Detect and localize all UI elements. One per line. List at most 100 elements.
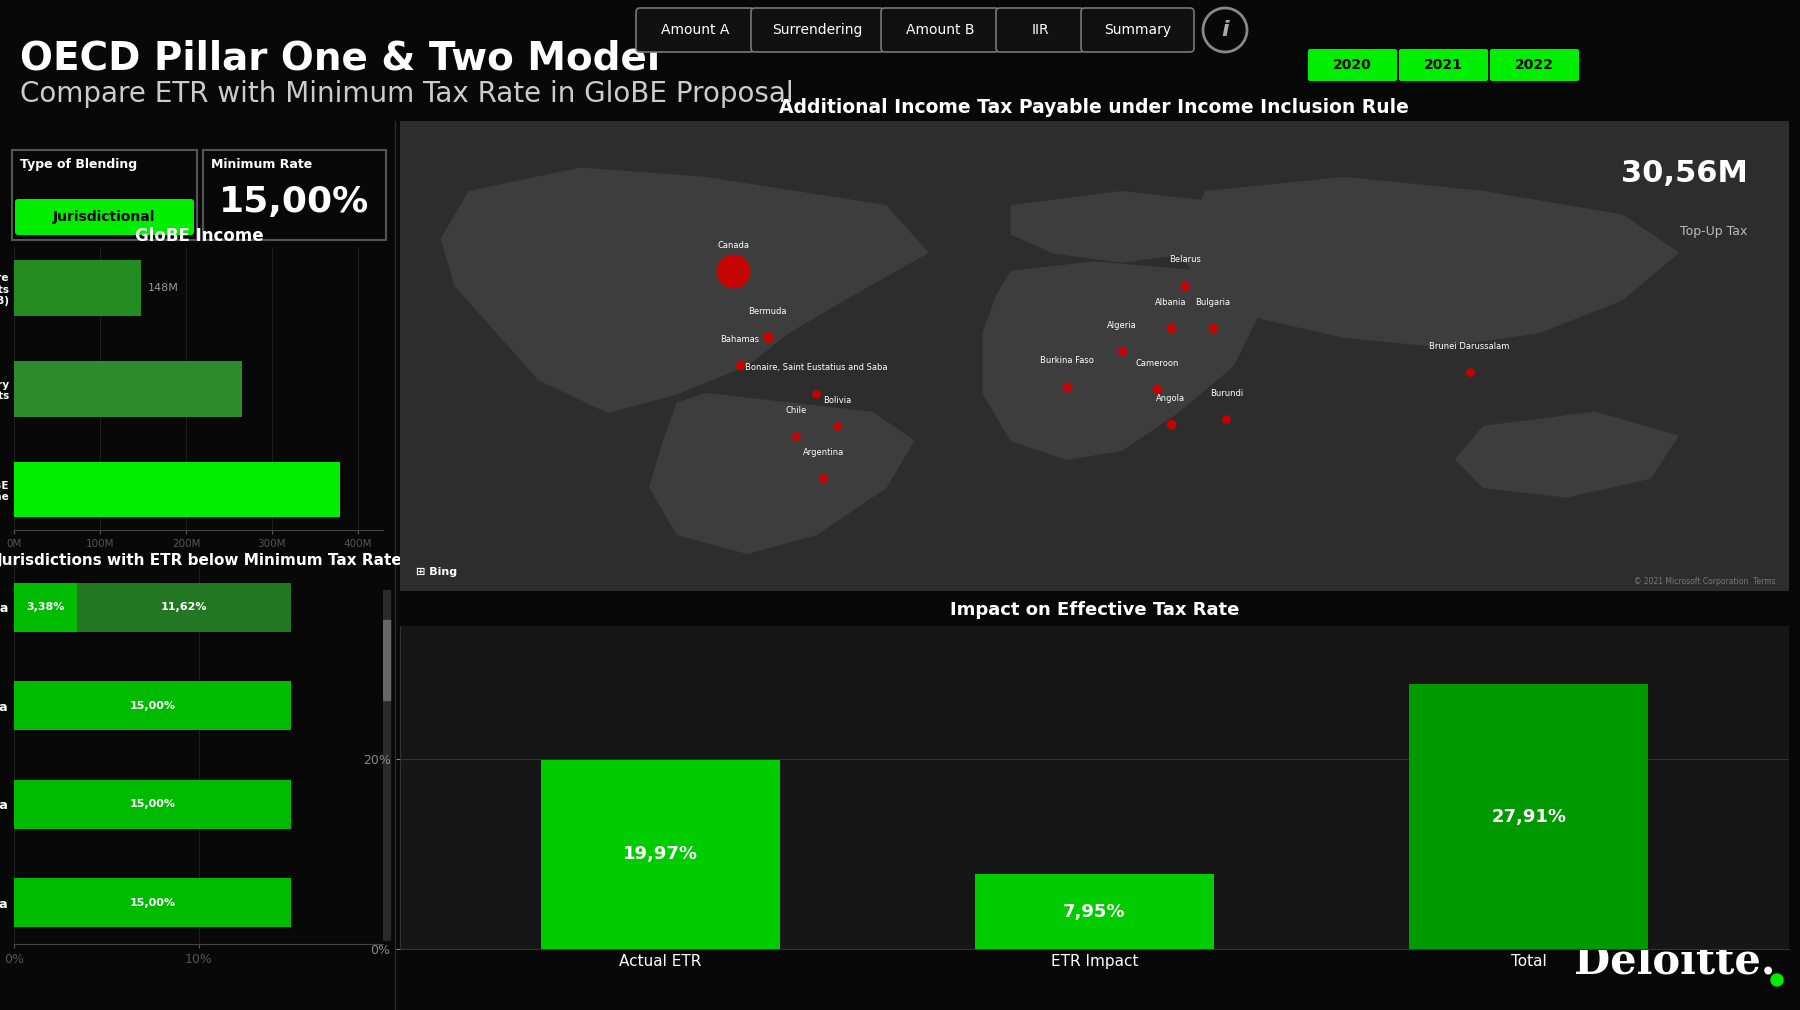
- Bar: [203, 150, 385, 240]
- Point: [823, 418, 851, 434]
- Bar: [383, 620, 391, 700]
- Title: Impact on Effective Tax Rate: Impact on Effective Tax Rate: [950, 601, 1238, 619]
- Text: 11,62%: 11,62%: [160, 602, 207, 612]
- Text: © 2021 Microsoft Corporation  Terms: © 2021 Microsoft Corporation Terms: [1634, 577, 1775, 586]
- Text: Delta ETR to Minimum Rate: Delta ETR to Minimum Rate: [122, 574, 295, 587]
- Bar: [14, 878, 292, 927]
- Text: 148M: 148M: [148, 283, 180, 293]
- Text: Albania: Albania: [1156, 298, 1186, 307]
- Point: [1143, 381, 1172, 397]
- Bar: [383, 590, 391, 940]
- Polygon shape: [441, 168, 927, 412]
- Text: 7,95%: 7,95%: [1064, 903, 1125, 920]
- Text: Chile: Chile: [785, 406, 806, 415]
- Bar: [14, 462, 340, 517]
- Point: [781, 428, 810, 444]
- Title: GloBE Income: GloBE Income: [135, 226, 263, 244]
- Text: Amount A: Amount A: [661, 23, 729, 37]
- Bar: [1409, 684, 1649, 949]
- Point: [725, 358, 754, 374]
- Text: 27,91%: 27,91%: [1490, 808, 1566, 826]
- Text: Burundi: Burundi: [1210, 389, 1244, 398]
- Bar: [14, 583, 77, 632]
- Bar: [976, 874, 1213, 949]
- Polygon shape: [983, 263, 1262, 460]
- Text: 2022: 2022: [1516, 58, 1553, 72]
- Point: [1199, 320, 1228, 336]
- Bar: [14, 261, 142, 316]
- Point: [1107, 343, 1136, 360]
- Text: 3,38%: 3,38%: [27, 602, 65, 612]
- Polygon shape: [1012, 192, 1233, 263]
- Text: ⊞ Bing: ⊞ Bing: [416, 567, 457, 577]
- Text: Brunei Darussalam: Brunei Darussalam: [1429, 342, 1510, 351]
- Text: Top-Up Tax: Top-Up Tax: [1679, 224, 1748, 237]
- Text: Algeria: Algeria: [1107, 321, 1138, 330]
- Bar: [13, 150, 196, 240]
- Point: [808, 470, 837, 486]
- Text: Argentina: Argentina: [803, 448, 844, 457]
- Text: OECD Pillar One & Two Model: OECD Pillar One & Two Model: [20, 40, 661, 78]
- Text: Type of Blending: Type of Blending: [20, 158, 137, 171]
- FancyBboxPatch shape: [635, 8, 754, 52]
- FancyBboxPatch shape: [751, 8, 884, 52]
- Point: [1053, 379, 1082, 395]
- Point: [1156, 320, 1184, 336]
- Point: [1211, 411, 1240, 427]
- Point: [754, 329, 783, 345]
- Text: Amount B: Amount B: [905, 23, 974, 37]
- Text: i: i: [1220, 20, 1229, 40]
- Text: 19,97%: 19,97%: [623, 845, 698, 864]
- Text: Bulgaria: Bulgaria: [1195, 298, 1229, 307]
- Text: Surrendering: Surrendering: [772, 23, 862, 37]
- Text: 2020: 2020: [1334, 58, 1372, 72]
- Text: 30,56M: 30,56M: [1620, 159, 1748, 188]
- Bar: [14, 780, 292, 829]
- Text: Belarus: Belarus: [1168, 256, 1201, 265]
- Circle shape: [1771, 974, 1784, 986]
- Text: Minimum Rate: Minimum Rate: [211, 158, 311, 171]
- Point: [803, 386, 832, 402]
- Text: Compare ETR with Minimum Tax Rate in GloBE Proposal: Compare ETR with Minimum Tax Rate in Glo…: [20, 80, 794, 108]
- Point: [1156, 416, 1184, 432]
- FancyBboxPatch shape: [1309, 49, 1397, 81]
- Text: 15,00%: 15,00%: [220, 185, 369, 219]
- FancyBboxPatch shape: [14, 199, 194, 235]
- Polygon shape: [1456, 412, 1678, 497]
- FancyBboxPatch shape: [880, 8, 999, 52]
- Point: [718, 264, 747, 280]
- Circle shape: [104, 574, 115, 586]
- Text: Angola: Angola: [1156, 394, 1186, 403]
- FancyBboxPatch shape: [1490, 49, 1579, 81]
- Text: Burkina Faso: Burkina Faso: [1040, 357, 1094, 366]
- Text: 15,00%: 15,00%: [130, 701, 176, 711]
- FancyBboxPatch shape: [1082, 8, 1193, 52]
- Bar: [14, 362, 241, 416]
- Text: IIR: IIR: [1031, 23, 1049, 37]
- Text: Jurisdictional: Jurisdictional: [54, 210, 155, 224]
- Text: Deloitte.: Deloitte.: [1573, 940, 1775, 982]
- Text: Summary: Summary: [1103, 23, 1172, 37]
- Polygon shape: [650, 394, 914, 553]
- Title: Additional Income Tax Payable under Income Inclusion Rule: Additional Income Tax Payable under Inco…: [779, 98, 1409, 117]
- Point: [1454, 365, 1483, 381]
- Text: Canada: Canada: [716, 241, 749, 250]
- Text: Cameroon: Cameroon: [1136, 359, 1179, 368]
- Text: 15,00%: 15,00%: [130, 799, 176, 809]
- Text: 15,00%: 15,00%: [130, 898, 176, 908]
- Bar: [77, 583, 292, 632]
- Polygon shape: [1177, 178, 1678, 346]
- Text: Bonaire, Saint Eustatius and Saba: Bonaire, Saint Eustatius and Saba: [745, 364, 887, 373]
- Bar: [14, 681, 292, 730]
- Text: Bolivia: Bolivia: [823, 396, 851, 405]
- Text: ETR: ETR: [52, 574, 76, 587]
- Text: Bermuda: Bermuda: [749, 307, 787, 316]
- Point: [1170, 278, 1199, 294]
- Text: 2021: 2021: [1424, 58, 1463, 72]
- Circle shape: [34, 574, 47, 586]
- Bar: [540, 760, 779, 949]
- Text: Bahamas: Bahamas: [720, 335, 760, 344]
- Text: Jurisdictions with ETR below Minimum Tax Rate: Jurisdictions with ETR below Minimum Tax…: [0, 552, 403, 568]
- FancyBboxPatch shape: [995, 8, 1084, 52]
- FancyBboxPatch shape: [1399, 49, 1489, 81]
